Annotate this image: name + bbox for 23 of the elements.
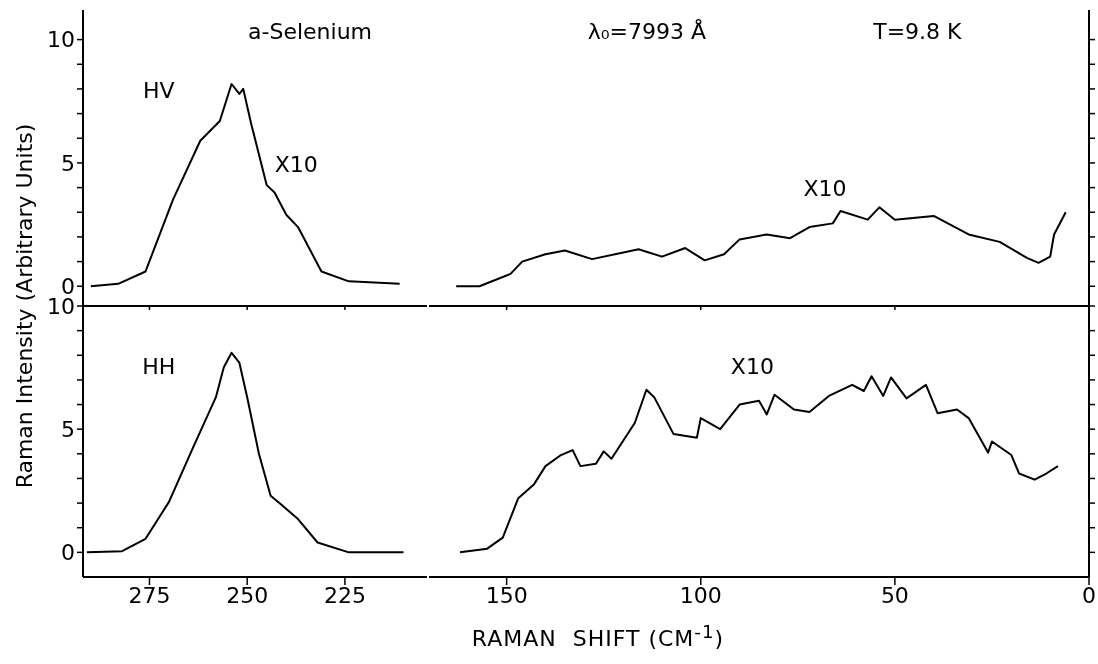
y-tick-label: 10: [47, 293, 75, 319]
y-tick-label: 5: [61, 150, 75, 176]
annotation: HV: [142, 77, 175, 103]
x-axis-title: RAMAN SHIFT (CM$^{-1}$): [471, 620, 725, 652]
annotation: a-Selenium: [248, 18, 373, 44]
x-tick-label: 50: [880, 582, 909, 608]
annotation: X10: [730, 353, 774, 379]
y-axis-title: Raman Intensity (Arbitrary Units): [11, 123, 37, 489]
x-tick-label: 100: [679, 582, 722, 608]
annotation: λ₀=7993 Å: [587, 18, 706, 44]
annotation: X10: [803, 175, 847, 201]
x-tick-label: 250: [226, 582, 269, 608]
y-tick-label: 10: [47, 27, 75, 53]
x-tick-label: 275: [128, 582, 171, 608]
y-tick-label: 0: [61, 540, 75, 566]
annotation: T=9.8 K: [873, 18, 962, 44]
y-tick-label: 5: [61, 416, 75, 442]
annotation: X10: [274, 151, 318, 177]
x-tick-label: 150: [485, 582, 528, 608]
x-tick-label: 225: [323, 582, 366, 608]
line-series: [89, 83, 401, 288]
x-tick-label: 0: [1082, 582, 1096, 608]
annotation: HH: [142, 353, 176, 379]
